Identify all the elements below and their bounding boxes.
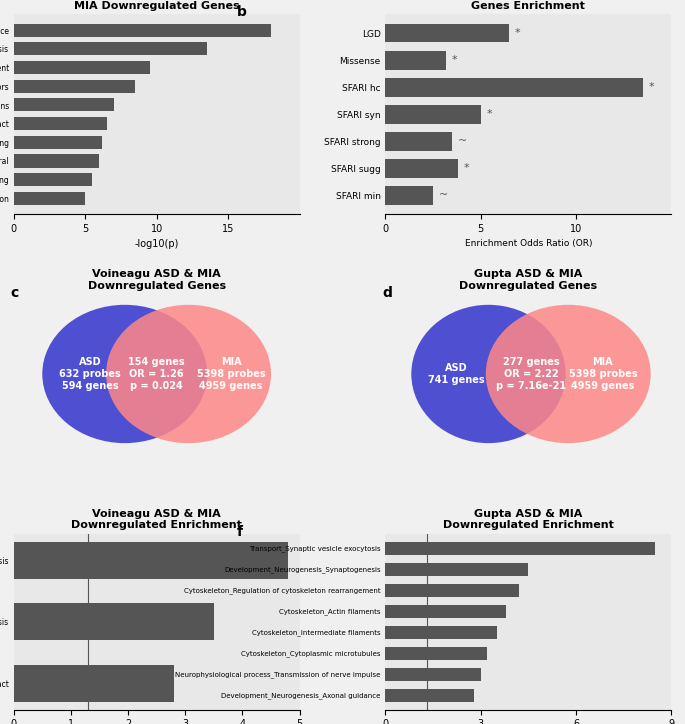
Ellipse shape bbox=[411, 305, 566, 443]
Title: MIA Downregulated Genes: MIA Downregulated Genes bbox=[74, 1, 240, 11]
X-axis label: -log10(p): -log10(p) bbox=[134, 239, 179, 249]
Bar bbox=[14, 98, 114, 111]
Text: *: * bbox=[486, 109, 492, 119]
Bar bbox=[14, 173, 92, 186]
Ellipse shape bbox=[486, 305, 651, 443]
X-axis label: Enrichment Odds Ratio (OR): Enrichment Odds Ratio (OR) bbox=[464, 239, 592, 248]
Ellipse shape bbox=[42, 305, 207, 443]
Bar bbox=[386, 542, 656, 555]
Bar bbox=[386, 24, 509, 43]
Bar bbox=[386, 51, 447, 70]
Text: ASD
632 probes
594 genes: ASD 632 probes 594 genes bbox=[60, 358, 121, 390]
Text: MIA
5398 probes
4959 genes: MIA 5398 probes 4959 genes bbox=[197, 358, 266, 390]
Ellipse shape bbox=[106, 305, 271, 443]
Title: Gupta ASD & MIA
Downregulated Enrichment: Gupta ASD & MIA Downregulated Enrichment bbox=[443, 509, 614, 531]
Text: b: b bbox=[237, 4, 247, 19]
Bar bbox=[14, 542, 288, 578]
Bar bbox=[14, 80, 135, 93]
Bar bbox=[386, 159, 458, 178]
Text: ~: ~ bbox=[458, 136, 467, 146]
Bar bbox=[386, 186, 433, 205]
Bar bbox=[386, 77, 643, 96]
Text: c: c bbox=[10, 286, 18, 300]
Bar bbox=[14, 603, 214, 640]
Text: ASD
741 genes: ASD 741 genes bbox=[428, 363, 485, 384]
Text: MIA
5398 probes
4959 genes: MIA 5398 probes 4959 genes bbox=[569, 358, 637, 390]
Title: Gupta ASD & MIA
Downregulated Genes: Gupta ASD & MIA Downregulated Genes bbox=[459, 269, 597, 290]
Bar bbox=[14, 154, 99, 167]
Text: d: d bbox=[382, 286, 392, 300]
Bar bbox=[14, 665, 174, 702]
Bar bbox=[386, 132, 452, 151]
Text: *: * bbox=[452, 55, 458, 65]
Bar bbox=[386, 668, 481, 681]
Text: *: * bbox=[649, 82, 654, 92]
Bar bbox=[386, 584, 519, 597]
Bar bbox=[386, 626, 497, 639]
Title: Voineagu ASD & MIA
Downregulated Genes: Voineagu ASD & MIA Downregulated Genes bbox=[88, 269, 226, 290]
Bar bbox=[14, 135, 102, 149]
Bar bbox=[14, 117, 107, 130]
Bar bbox=[386, 647, 487, 660]
Bar bbox=[14, 42, 207, 55]
Bar bbox=[14, 61, 149, 74]
Title: ASD-Associated
Genes Enrichment: ASD-Associated Genes Enrichment bbox=[471, 0, 585, 11]
Bar bbox=[386, 105, 481, 124]
Text: ~: ~ bbox=[439, 190, 448, 201]
Bar bbox=[386, 605, 506, 618]
Bar bbox=[386, 563, 528, 576]
Bar bbox=[14, 192, 85, 205]
Text: 277 genes
OR = 2.22
p = 7.16e-21: 277 genes OR = 2.22 p = 7.16e-21 bbox=[496, 358, 566, 390]
Text: *: * bbox=[464, 164, 469, 173]
Text: f: f bbox=[237, 525, 242, 539]
Text: 154 genes
OR = 1.26
p = 0.024: 154 genes OR = 1.26 p = 0.024 bbox=[128, 358, 185, 390]
Bar bbox=[14, 24, 271, 37]
Bar bbox=[386, 689, 474, 702]
Text: *: * bbox=[515, 28, 521, 38]
Title: Voineagu ASD & MIA
Downregulated Enrichment: Voineagu ASD & MIA Downregulated Enrichm… bbox=[71, 509, 242, 531]
